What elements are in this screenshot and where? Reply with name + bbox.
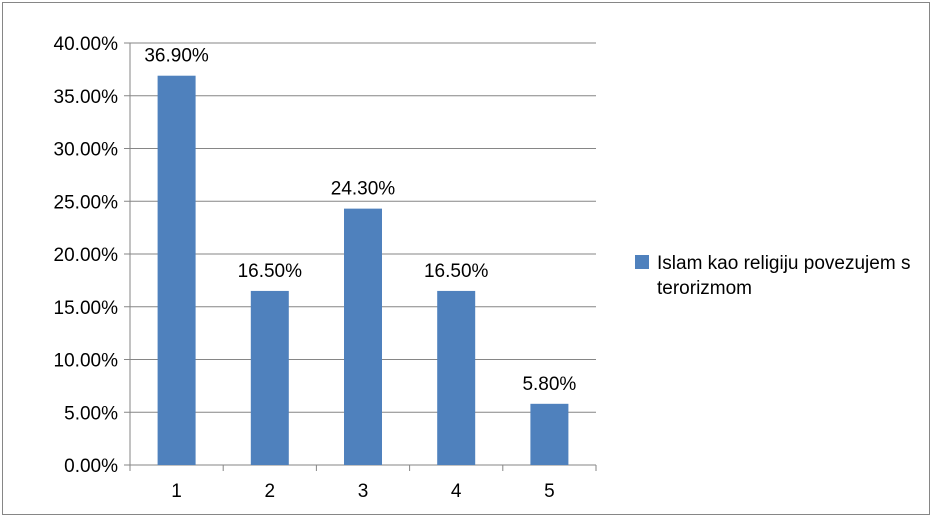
x-tick-label: 3 (358, 481, 369, 502)
y-tick-label: 40.00% (54, 34, 119, 55)
data-label: 16.50% (238, 261, 303, 282)
y-tick-label: 25.00% (54, 192, 119, 213)
bar (437, 290, 476, 465)
data-label: 24.30% (331, 179, 396, 200)
x-tick-label: 5 (544, 481, 555, 502)
x-tick-label: 2 (265, 481, 276, 502)
data-label: 36.90% (144, 46, 209, 67)
y-tick-label: 30.00% (54, 140, 119, 161)
bar (157, 75, 196, 465)
y-tick-label: 0.00% (64, 456, 118, 477)
x-tick-label: 4 (451, 481, 462, 502)
data-label: 5.80% (522, 374, 576, 395)
legend-swatch (635, 255, 649, 269)
y-tick-label: 15.00% (54, 298, 119, 319)
y-tick-label: 5.00% (64, 403, 118, 424)
data-label: 16.50% (424, 261, 489, 282)
bar (530, 403, 569, 465)
y-tick-label: 20.00% (54, 245, 119, 266)
legend-label: Islam kao religiju povezujem s terorizmo… (657, 253, 911, 299)
bar (250, 290, 289, 465)
bar (344, 208, 382, 465)
x-tick-label: 1 (171, 481, 182, 502)
bar-chart: 0.00% 5.00% 10.00% 15.00% 20.00% 25.00% 30.00%… (54, 34, 597, 502)
y-tick-label: 10.00% (54, 351, 119, 372)
y-tick-label: 35.00% (54, 87, 119, 108)
